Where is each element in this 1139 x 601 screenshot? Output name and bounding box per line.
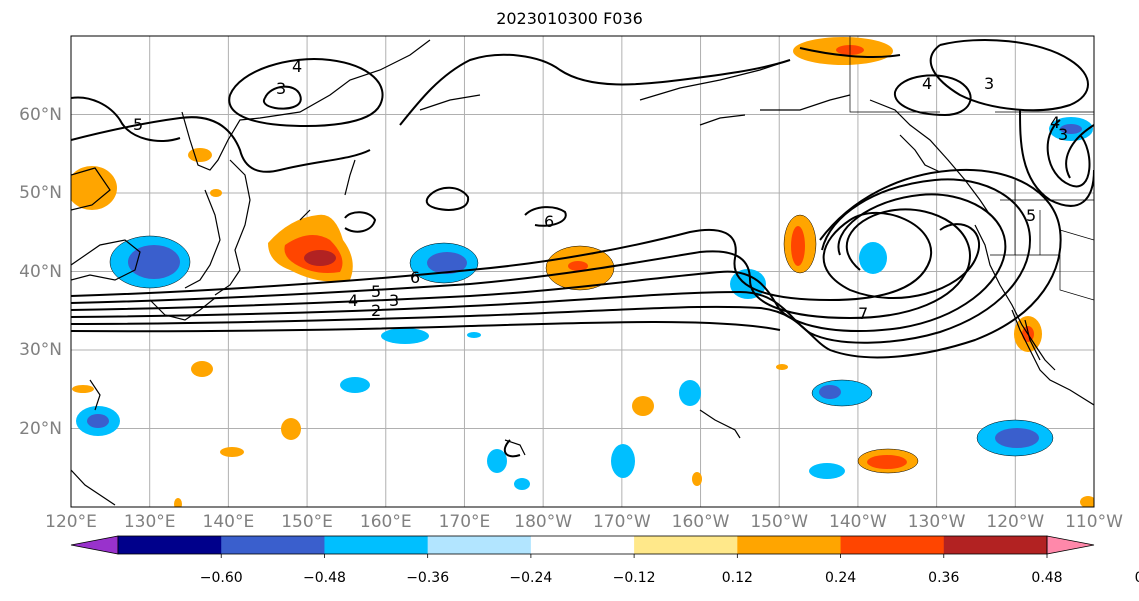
contour-label: 5: [133, 115, 143, 134]
y-tick-label: 50°N: [19, 183, 62, 203]
contour-label: 7: [858, 304, 868, 323]
positive-anomaly-japan-east: [268, 214, 353, 282]
positive-anomaly-blob: [1080, 496, 1094, 507]
contour-label: 3: [389, 291, 399, 310]
negative-anomaly-blob: [611, 444, 635, 478]
contour-label: 5: [371, 282, 381, 301]
contour-label: 4: [292, 57, 302, 76]
x-tick-label: 170°E: [438, 512, 491, 532]
negative-anomaly-hawaii-east: [812, 380, 872, 406]
negative-anomaly-blob: [514, 478, 530, 490]
x-tick-label: 150°E: [281, 512, 333, 532]
contour-label: 3: [276, 79, 286, 98]
x-tick-label: 140°W: [829, 512, 887, 532]
colorbar-segment: [634, 536, 738, 554]
positive-anomaly-dateline: [546, 246, 614, 290]
colorbar-tick-label: 0.48: [1031, 570, 1063, 586]
x-tick-label: 120°E: [45, 512, 97, 532]
positive-anomaly-blob: [776, 364, 788, 370]
y-tick-label: 20°N: [19, 418, 62, 439]
chart-title: 2023010300 F036: [496, 9, 643, 28]
negative-anomaly-blob: [487, 449, 507, 473]
contour-label: 6: [410, 268, 420, 287]
coastlines: [71, 39, 1094, 506]
positive-anomaly-blob: [174, 498, 182, 507]
negative-anomaly-blob: [340, 377, 370, 393]
colorbar-segment: [943, 536, 1048, 554]
colorbar-segment: [221, 536, 325, 554]
contour-labels: 4 3 5 6 4 5 3 2 6 7 4 3 5 4 3: [133, 57, 1068, 323]
positive-anomaly-blob: [220, 447, 244, 457]
colorbar-tick-label: −0.36: [406, 570, 450, 586]
contour-label: 5: [1026, 206, 1036, 225]
colorbar-extend-left: [70, 535, 119, 555]
negative-anomaly-blob: [467, 332, 481, 338]
colorbar-segment: [530, 536, 635, 554]
contour-label: 3: [1058, 125, 1068, 144]
colorbar-tick-label: 0.24: [824, 570, 857, 586]
x-tick-label: 120°W: [986, 512, 1045, 532]
colorbar-tick-label: 0.36: [928, 570, 960, 586]
colorbar-segment: [118, 536, 222, 554]
positive-anomaly-blob: [188, 148, 212, 162]
contour-label: 3: [984, 74, 994, 93]
height-contours: [71, 39, 1094, 458]
anomaly-contour-outlines: [109, 214, 1054, 474]
colorbar-tick-label: 0.12: [721, 570, 753, 586]
colorbar-tick-label: −0.12: [612, 570, 656, 586]
colorbar-segment: [737, 536, 842, 554]
positive-anomaly-alaska-north: [793, 37, 893, 65]
contour-label: 2: [371, 301, 381, 320]
negative-anomaly-west-pacific: [110, 236, 190, 288]
negative-anomaly-blob: [679, 380, 701, 406]
colorbar-segment: [840, 536, 945, 554]
contour-label: 4: [922, 74, 932, 93]
positive-anomaly-blob: [71, 166, 117, 210]
positive-anomaly-blob: [281, 418, 301, 440]
positive-anomaly-blob: [692, 472, 702, 486]
y-tick-label: 30°N: [19, 340, 62, 360]
positive-anomaly-gulf-of-alaska: [784, 215, 816, 273]
map-frame: [70, 35, 1095, 508]
colorbar: [70, 535, 1095, 558]
x-tick-label: 150°W: [750, 512, 809, 532]
colorbar-segment: [324, 536, 429, 554]
negative-anomaly-mexico-west: [977, 420, 1053, 456]
negative-anomaly-blob: [809, 463, 845, 479]
positive-anomaly-blob: [72, 385, 94, 393]
negative-anomaly-philippines: [76, 406, 120, 436]
contour-label: 6: [544, 212, 554, 231]
negative-anomaly-blob: [859, 242, 887, 274]
colorbar-segment: [427, 536, 532, 554]
x-tick-label: 130°W: [907, 512, 966, 532]
colorbar-tick-label: −0.24: [509, 570, 553, 586]
negative-anomaly-central-pacific: [410, 243, 478, 283]
positive-anomaly-blob: [210, 189, 222, 197]
positive-anomaly-blob: [632, 396, 654, 416]
x-tick-label: 130°E: [123, 512, 176, 532]
colorbar-tick-label: 0.60: [1135, 570, 1139, 586]
x-tick-label: 180°W: [514, 512, 573, 532]
x-tick-label: 160°W: [671, 512, 730, 532]
contour-label: 4: [348, 291, 358, 310]
positive-anomaly-blob: [191, 361, 213, 377]
x-tick-label: 170°W: [592, 512, 651, 532]
negative-anomaly-blob: [381, 328, 429, 344]
positive-anomaly-hawaii-east: [858, 449, 918, 473]
x-tick-label: 110°W: [1065, 512, 1123, 532]
y-tick-label: 60°N: [19, 104, 62, 125]
x-tick-label: 160°E: [359, 512, 412, 532]
anomaly-shading: [71, 37, 1094, 507]
contour-label: 4: [1050, 113, 1060, 132]
colorbar-outline: [117, 535, 1048, 555]
colorbar-extend-right: [1046, 535, 1095, 555]
colorbar-tick-label: −0.48: [302, 570, 346, 586]
y-tick-label: 40°N: [19, 261, 62, 282]
colorbar-tick-label: −0.60: [199, 570, 243, 586]
x-tick-label: 140°E: [202, 512, 255, 532]
